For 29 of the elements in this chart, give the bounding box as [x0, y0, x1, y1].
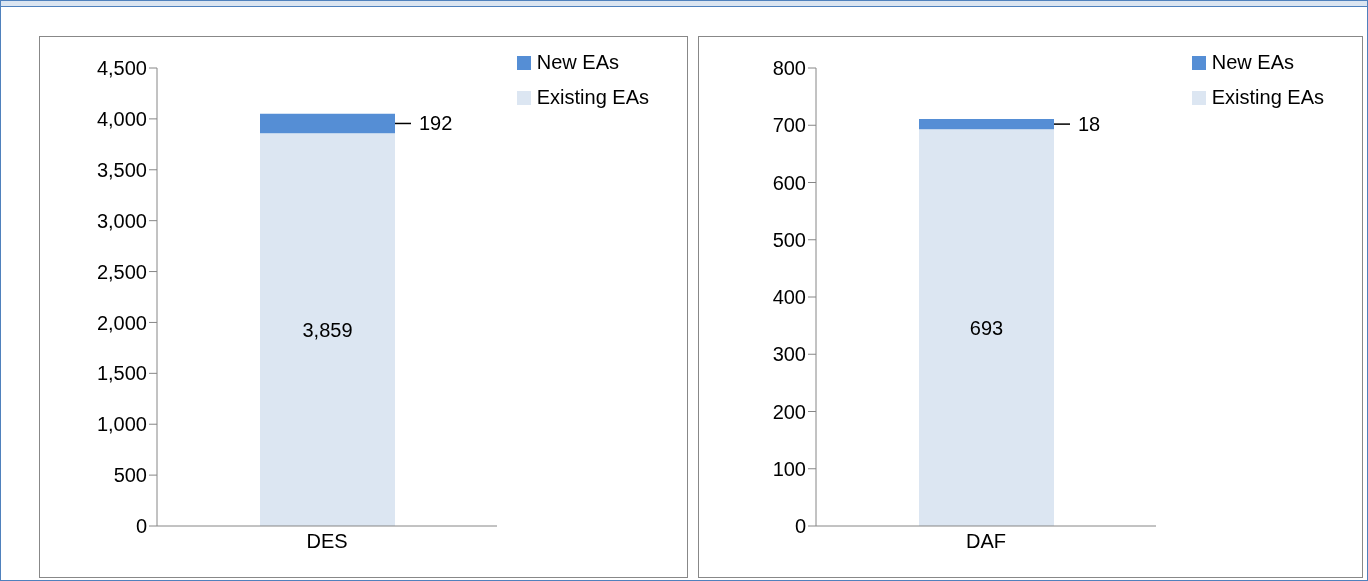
y-tick-label: 800 — [772, 57, 806, 80]
y-tick-label: 1,000 — [96, 413, 147, 436]
y-tick-label: 300 — [772, 343, 806, 366]
y-tick-label: 0 — [794, 515, 806, 538]
y-tick-label: 2,500 — [96, 260, 147, 283]
y-tick-label: 100 — [772, 457, 806, 480]
legend-label: New EAs — [536, 51, 619, 74]
y-tick-label: 4,000 — [96, 107, 147, 130]
y-tick-label: 3,500 — [96, 158, 147, 181]
y-tick-label: 200 — [772, 400, 806, 423]
y-tick-label: 700 — [772, 114, 806, 137]
legend-label: Existing EAs — [1211, 86, 1324, 109]
legend-label: New EAs — [1211, 51, 1294, 74]
y-tick-label: 600 — [772, 171, 806, 194]
y-tick-label: 1,500 — [96, 362, 147, 385]
y-tick-label: 500 — [113, 464, 147, 487]
x-tick-label: DAF — [966, 530, 1006, 553]
legend-label: Existing EAs — [536, 86, 649, 109]
y-tick-label: 4,500 — [96, 57, 147, 80]
y-tick-label: 2,000 — [96, 311, 147, 334]
y-tick-label: 0 — [135, 515, 147, 538]
data-label: 693 — [969, 316, 1004, 339]
data-label: 3,859 — [302, 318, 353, 341]
y-tick-label: 3,000 — [96, 209, 147, 232]
y-tick-label: 500 — [772, 228, 806, 251]
x-tick-label: DES — [306, 530, 348, 553]
y-tick-label: 400 — [772, 286, 806, 309]
data-label: 18 — [1078, 113, 1101, 136]
data-label: 192 — [419, 112, 453, 135]
